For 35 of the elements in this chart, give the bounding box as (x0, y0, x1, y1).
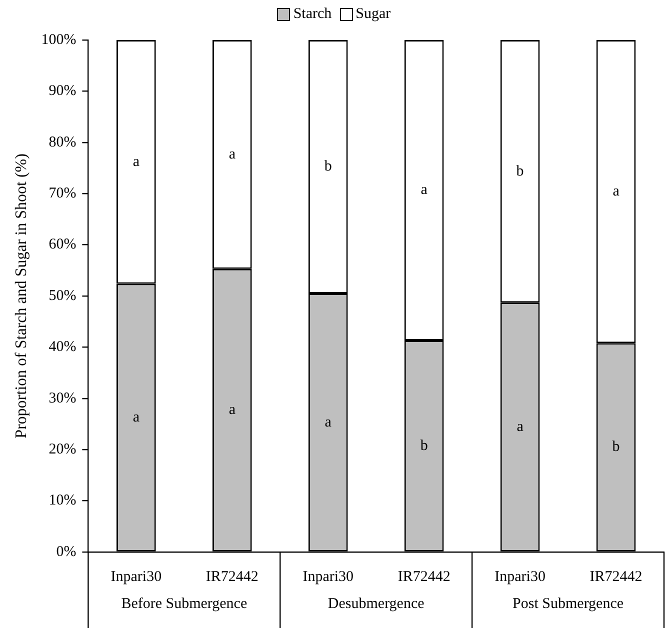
x-tick-label: Inpari30 (110, 568, 162, 585)
y-tick-label: 50% (48, 288, 76, 304)
series-label: Sugar (356, 6, 391, 23)
x-tick-label: Inpari30 (302, 568, 354, 585)
data-label: b (420, 438, 428, 454)
y-tick-label: 20% (48, 442, 76, 458)
y-tick-label: 30% (48, 390, 76, 406)
legend-label: Starch (293, 6, 332, 23)
y-tick-label: 90% (48, 83, 76, 100)
y-tick-label: 70% (48, 186, 76, 202)
data-label: a (324, 414, 332, 430)
data-label: a (612, 183, 620, 200)
data-label: a (420, 182, 428, 198)
y-tick-label: 80% (48, 134, 76, 150)
text: Desubmergence (328, 596, 425, 612)
data-label: a (132, 409, 140, 426)
data-label: a (228, 402, 236, 418)
text: Post Submergence (512, 596, 624, 612)
data-label: b (612, 439, 620, 456)
x-tick-label: IR72442 (398, 568, 450, 585)
data-label: b (516, 163, 524, 180)
data-label: a (132, 154, 140, 170)
y-tick-label: 10% (48, 492, 76, 509)
x-tick-label: IR72442 (590, 568, 642, 585)
y-tick-label: 40% (48, 339, 76, 356)
data-label: b (324, 158, 332, 175)
y-axis-title: Proportion of Starch and Sugar in Shoot (%) (12, 154, 30, 438)
y-tick-label: 100% (41, 32, 76, 48)
x-tick-label: IR72442 (206, 568, 258, 585)
y-tick-label: 60% (48, 236, 76, 253)
x-tick-label: Inpari30 (494, 568, 546, 585)
text: Before Submergence (121, 596, 248, 612)
y-tick-label: 0% (56, 544, 76, 560)
data-label: a (228, 146, 236, 162)
data-label: a (516, 418, 524, 435)
